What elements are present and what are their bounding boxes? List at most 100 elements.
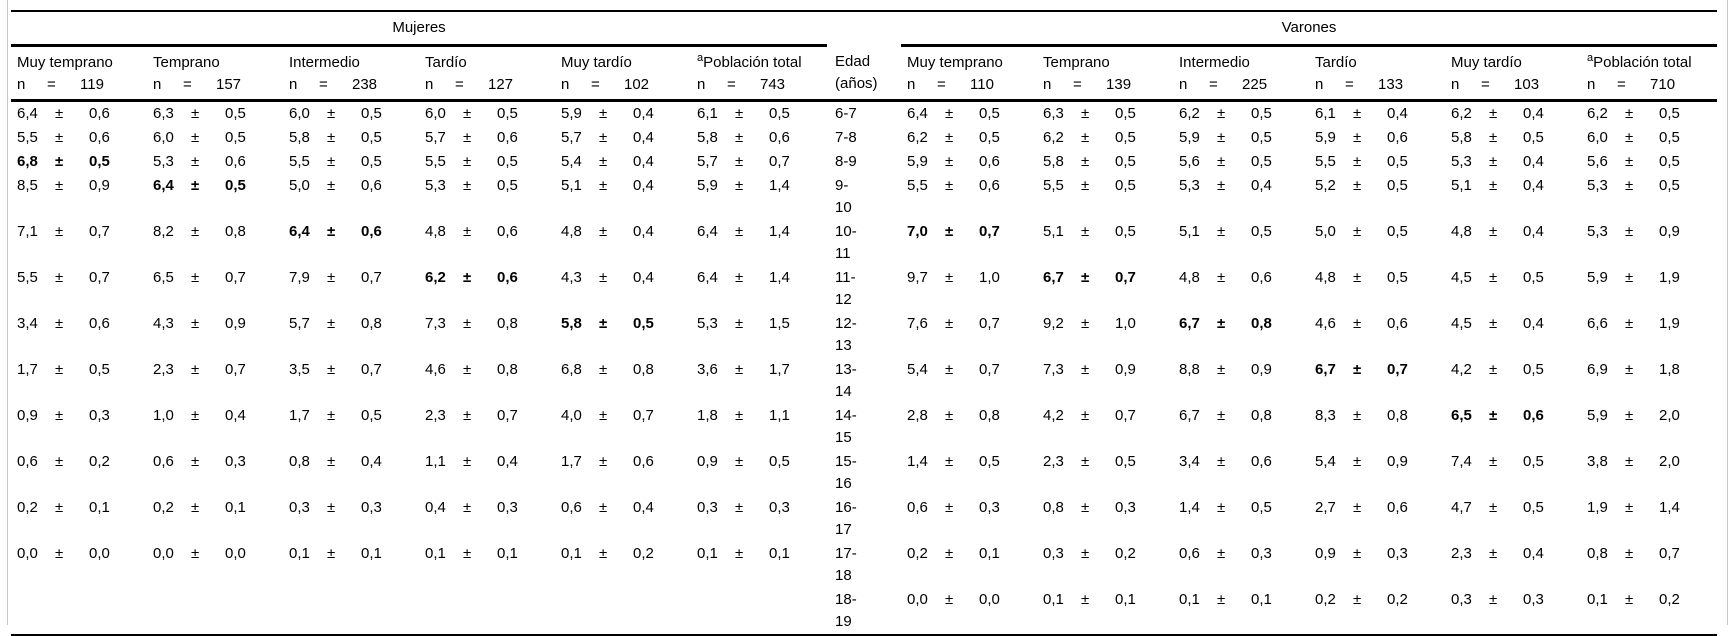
plus-minus-sign: ± — [1217, 499, 1226, 516]
value-cell: 0,1 ±0,2 — [1581, 588, 1717, 635]
value-cell: 6,7 ±0,7 — [1309, 358, 1445, 404]
error-value: 0,4 — [1523, 545, 1544, 562]
value-cell: 4,7 ±0,5 — [1445, 496, 1581, 542]
plus-minus-sign: ± — [1081, 315, 1090, 332]
value-cell: 5,2 ±0,5 — [1309, 174, 1445, 220]
plus-minus-sign: ± — [1489, 407, 1498, 424]
plus-minus-sign: ± — [945, 129, 954, 146]
table-row: 0,2 ±0,1 0,2 ±0,1 0,3 ±0,3 0,4 ±0,3 0,6 ±0,4 0,3 ±0… — [11, 496, 1717, 542]
n-value: 238 — [352, 76, 378, 93]
value-group: 0,0 ±0,0 — [907, 589, 1037, 611]
column-header-mujeres-2: Intermedio n = 238 — [283, 45, 419, 102]
edad-cell: 15- 16 — [835, 453, 857, 492]
plus-minus-sign: ± — [463, 177, 472, 194]
error-value: 0,3 — [497, 499, 518, 516]
mean-value: 3,6 — [697, 361, 718, 378]
sample-size-row: n = 127 — [425, 74, 555, 96]
plus-minus-sign: ± — [1081, 407, 1090, 424]
sample-size-row: n = 157 — [153, 74, 283, 96]
value-group: 0,8 ±0,3 — [1043, 497, 1173, 519]
value-cell: 5,3 ±1,5 — [691, 312, 827, 358]
equals-sign: = — [591, 76, 600, 93]
plus-minus-sign: ± — [599, 453, 608, 470]
plus-minus-sign: ± — [1217, 361, 1226, 378]
value-cell — [147, 588, 283, 635]
value-cell: 4,8 ±0,6 — [1173, 266, 1309, 312]
error-value: 0,5 — [225, 129, 246, 146]
edad-cell: 6-7 — [835, 105, 857, 122]
value-cell: 0,3 ±0,3 — [283, 496, 419, 542]
column-name: aPoblación total — [697, 52, 827, 74]
error-value: 0,5 — [1251, 223, 1272, 240]
growth-velocity-table: Mujeres Varones Muy temprano n = 119 Temprano n… — [11, 10, 1718, 636]
value-cell: 1,7 ±0,5 — [283, 404, 419, 450]
error-value: 0,5 — [1387, 223, 1408, 240]
value-group: 6,8 ±0,8 — [561, 359, 691, 381]
value-cell: 5,9 ±0,5 — [1173, 126, 1309, 150]
plus-minus-sign: ± — [55, 499, 64, 516]
value-group: 5,2 ±0,5 — [1315, 175, 1445, 197]
value-group: 4,5 ±0,5 — [1451, 267, 1581, 289]
error-value: 0,6 — [1523, 407, 1544, 424]
value-group: 5,1 ±0,4 — [1451, 175, 1581, 197]
value-cell: 5,9 ±0,4 — [555, 101, 691, 127]
value-cell: 8,8 ±0,9 — [1173, 358, 1309, 404]
error-value: 0,6 — [1251, 269, 1272, 286]
value-cell: 6,3 ±0,5 — [147, 101, 283, 127]
value-group: 0,9 ±0,5 — [697, 451, 827, 473]
value-group: 1,4 ±0,5 — [1179, 497, 1309, 519]
mean-value: 5,5 — [1043, 177, 1064, 194]
value-group: 9,2 ±1,0 — [1043, 313, 1173, 335]
plus-minus-sign: ± — [1353, 591, 1362, 608]
n-label: n — [1315, 76, 1324, 93]
value-group: 6,2 ±0,5 — [1179, 103, 1309, 125]
n-value: 710 — [1650, 76, 1676, 93]
sample-size-row: n = 238 — [289, 74, 419, 96]
value-group: 0,6 ±0,3 — [907, 497, 1037, 519]
group-header-mujeres: Mujeres — [11, 11, 828, 47]
value-cell: 0,8 ±0,3 — [1037, 496, 1173, 542]
plus-minus-sign: ± — [1489, 315, 1498, 332]
value-group: 5,6 ±0,5 — [1179, 151, 1309, 173]
mean-value: 5,8 — [289, 129, 310, 146]
mean-value: 3,4 — [1179, 453, 1200, 470]
value-cell: 2,3 ±0,4 — [1445, 542, 1581, 588]
plus-minus-sign: ± — [1353, 269, 1362, 286]
plus-minus-sign: ± — [1625, 591, 1634, 608]
equals-sign: = — [47, 76, 56, 93]
value-cell: 0,6 ±0,3 — [901, 496, 1037, 542]
mean-value: 5,9 — [697, 177, 718, 194]
plus-minus-sign: ± — [735, 269, 744, 286]
value-group: 5,1 ±0,5 — [1179, 221, 1309, 243]
value-group: 6,5 ±0,6 — [1451, 405, 1581, 427]
mean-value: 6,3 — [1043, 105, 1064, 122]
value-cell: 4,5 ±0,5 — [1445, 266, 1581, 312]
plus-minus-sign: ± — [55, 315, 64, 332]
value-group: 5,3 ±0,6 — [153, 151, 283, 173]
value-cell: 5,6 ±0,5 — [1581, 150, 1717, 174]
value-cell: 0,2 ±0,2 — [1309, 588, 1445, 635]
error-value: 0,1 — [1251, 591, 1272, 608]
plus-minus-sign: ± — [55, 177, 64, 194]
error-value: 0,5 — [497, 177, 518, 194]
value-group: 4,8 ±0,4 — [1451, 221, 1581, 243]
value-cell: 5,0 ±0,5 — [1309, 220, 1445, 266]
value-cell: 5,3 ±0,5 — [419, 174, 555, 220]
value-cell: 6,7 ±0,8 — [1173, 312, 1309, 358]
error-value: 0,9 — [89, 177, 110, 194]
value-cell: 5,7 ±0,7 — [691, 150, 827, 174]
column-name: Tardío — [425, 52, 555, 74]
error-value: 0,6 — [497, 269, 518, 286]
mean-value: 4,8 — [1451, 223, 1472, 240]
plus-minus-sign: ± — [55, 407, 64, 424]
value-cell: 6,0 ±0,5 — [419, 101, 555, 127]
value-cell: 0,3 ±0,3 — [691, 496, 827, 542]
value-cell: 6,7 ±0,8 — [1173, 404, 1309, 450]
value-cell: 6,4 ±1,4 — [691, 220, 827, 266]
value-group: 0,1 ±0,1 — [1179, 589, 1309, 611]
table-row: 6,8 ±0,5 5,3 ±0,6 5,5 ±0,5 5,5 ±0,5 5,4 ±0,4 5,7 ±0… — [11, 150, 1717, 174]
value-group: 5,5 ±0,6 — [17, 127, 147, 149]
value-group: 4,7 ±0,5 — [1451, 497, 1581, 519]
plus-minus-sign: ± — [191, 315, 200, 332]
value-cell: 5,5 ±0,7 — [11, 266, 147, 312]
